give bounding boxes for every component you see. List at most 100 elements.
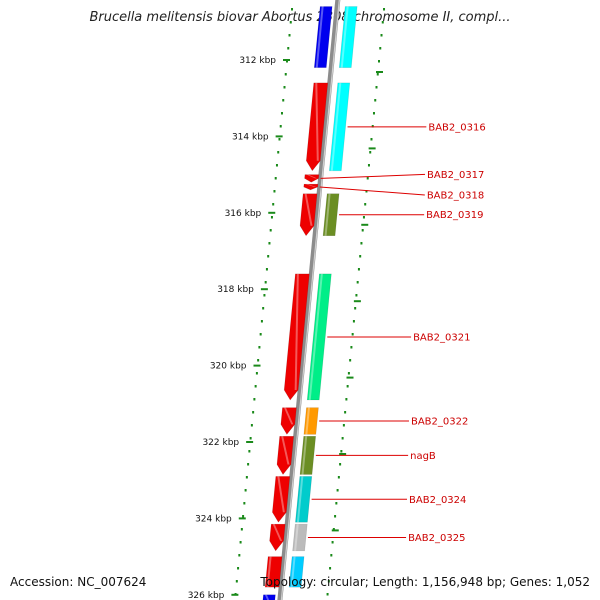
gc-dot-left — [278, 138, 281, 141]
ruler-tick-label: 326 kbp — [188, 591, 225, 600]
backbone-line — [277, 0, 341, 600]
gene-feature-red-strand[interactable] — [304, 174, 320, 183]
gene-feature-cog[interactable] — [328, 82, 351, 172]
gc-dot-left — [252, 411, 255, 414]
gc-dot-left — [242, 515, 245, 518]
gene-feature-red-strand[interactable] — [283, 273, 310, 401]
gene-feature-red-strand[interactable] — [305, 82, 329, 172]
gc-dot-left — [244, 489, 247, 492]
gc-dot-left — [235, 580, 238, 583]
ruler-tick-label: 314 kbp — [232, 132, 269, 142]
ruler-tick-label: 312 kbp — [239, 56, 276, 66]
gc-dot-left — [279, 125, 282, 128]
gc-dot-right — [326, 593, 329, 596]
gc-dot-left — [265, 268, 268, 271]
gc-dot-left — [272, 203, 275, 206]
gc-dot-left — [248, 450, 251, 453]
gene-feature-red-strand[interactable] — [264, 556, 283, 588]
gc-dot-left — [249, 437, 252, 440]
gene-label[interactable]: BAB2_0325 — [408, 533, 465, 544]
gene-feature-cog[interactable] — [306, 273, 332, 401]
gc-dot-right — [336, 489, 339, 492]
gc-dot-right — [360, 242, 363, 245]
gene-shine — [324, 193, 331, 236]
gene-feature-red-strand[interactable] — [272, 476, 291, 523]
ruler-tick-label: 320 kbp — [210, 362, 247, 372]
accession-text: Accession: NC_007624 — [10, 575, 147, 589]
topology-summary: Topology: circular; Length: 1,156,948 bp… — [260, 575, 590, 589]
gene-label[interactable]: BAB2_0317 — [427, 170, 484, 181]
gc-dot-left — [286, 60, 288, 63]
gene-feature-cog[interactable] — [292, 523, 308, 552]
gene-label[interactable]: nagB — [410, 451, 436, 462]
backbone-ring — [277, 0, 341, 600]
gc-dot-left — [275, 164, 278, 167]
gene-label[interactable]: BAB2_0324 — [409, 495, 466, 506]
gc-dot-left — [263, 294, 266, 297]
gc-dot-left — [269, 229, 272, 232]
gc-dot-right — [339, 463, 342, 466]
gene-feature-cog[interactable] — [299, 435, 317, 475]
gc-dot-left — [291, 8, 294, 11]
gc-dot-left — [282, 99, 285, 102]
gene-shine — [264, 594, 270, 600]
gene-shine — [290, 556, 296, 588]
ruler-tick-label: 324 kbp — [195, 514, 232, 524]
gc-dot-right — [337, 476, 340, 479]
gene-feature-cog[interactable] — [295, 476, 313, 523]
gc-dot-right — [355, 294, 358, 297]
gene-feature-red-strand[interactable] — [303, 183, 319, 191]
gc-dot-right — [347, 372, 350, 375]
gc-dot-left — [264, 281, 267, 284]
gc-dot-right — [380, 34, 383, 37]
gc-dot-right — [367, 164, 370, 167]
gene-shine — [272, 524, 283, 541]
gc-dot-left — [237, 567, 240, 570]
gene-feature-blue-strand[interactable] — [313, 6, 333, 68]
gene-feature-red-strand[interactable] — [269, 523, 286, 552]
gc-dot-right — [381, 21, 384, 24]
gene-feature-red-strand[interactable] — [299, 193, 318, 237]
gene-feature-cog[interactable] — [303, 407, 319, 435]
gene-shine — [305, 407, 310, 435]
ruler-tick-label: 318 kbp — [217, 285, 254, 295]
gene-label[interactable]: BAB2_0319 — [426, 210, 483, 221]
gc-dot-left — [259, 333, 262, 336]
gene-feature-blue-strand[interactable] — [261, 594, 276, 600]
map-title: Brucella melitensis biovar Abortus 2308 … — [89, 10, 511, 25]
backbone-highlight — [280, 0, 340, 600]
ruler-tick-label: 316 kbp — [225, 209, 262, 219]
gc-dot-right — [344, 411, 347, 414]
gc-dot-right — [379, 47, 382, 50]
gc-dot-left — [240, 528, 243, 531]
gc-dot-right — [369, 151, 372, 154]
gc-dot-right — [354, 307, 357, 310]
gc-dot-left — [239, 541, 242, 544]
gc-dot-left — [257, 359, 260, 362]
gene-shine — [296, 476, 304, 523]
gc-dot-right — [332, 528, 335, 531]
gene-label-leader — [319, 186, 425, 196]
gc-dot-right — [359, 255, 362, 258]
gc-dot-right — [374, 99, 377, 102]
gc-dot-right — [366, 177, 369, 180]
gc-dot-right — [378, 60, 380, 63]
gc-dot-left — [283, 86, 286, 89]
gene-label[interactable]: BAB2_0322 — [411, 416, 468, 427]
gc-dot-right — [370, 138, 373, 141]
gene-feature-red-strand[interactable] — [276, 435, 295, 475]
gc-dot-right — [383, 8, 386, 11]
gene-feature-cog[interactable] — [322, 193, 340, 237]
gene-feature-cog[interactable] — [338, 6, 358, 68]
gc-dot-right — [350, 346, 353, 349]
gene-feature-cog[interactable] — [288, 556, 305, 588]
gene-label[interactable]: BAB2_0321 — [413, 332, 470, 343]
ruler-tick-label: 322 kbp — [202, 438, 239, 448]
gene-feature-red-strand[interactable] — [280, 407, 297, 435]
gc-dot-right — [340, 450, 343, 453]
gene-shine — [315, 6, 324, 68]
gc-dot-left — [273, 190, 276, 193]
gene-label[interactable]: BAB2_0318 — [427, 191, 484, 202]
gc-dot-right — [330, 554, 333, 557]
gene-label[interactable]: BAB2_0316 — [428, 122, 485, 133]
